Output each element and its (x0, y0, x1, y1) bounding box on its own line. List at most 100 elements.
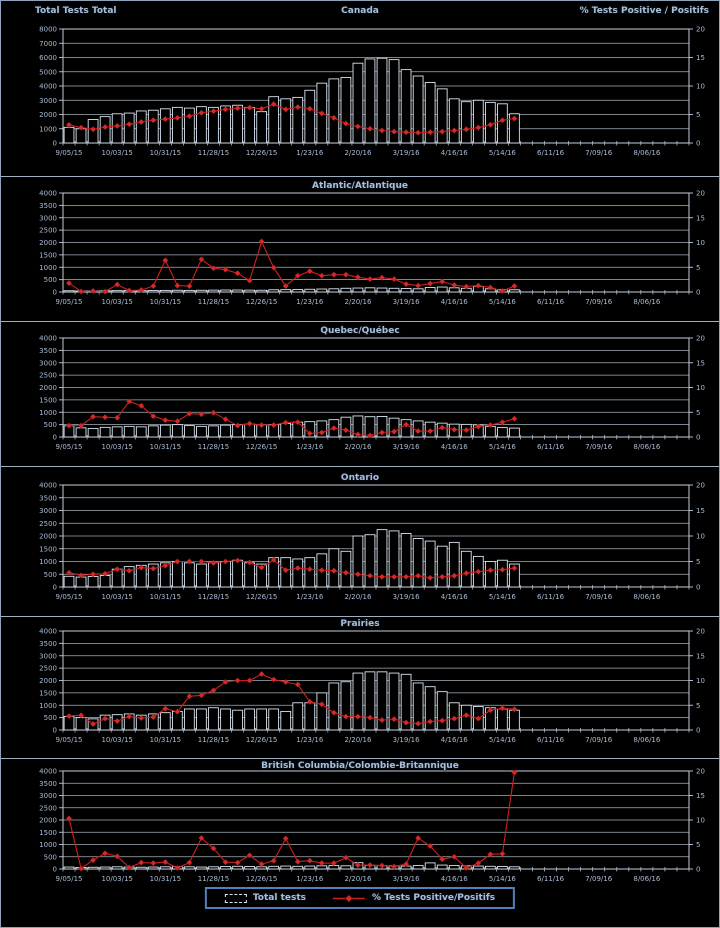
svg-text:11/28/15: 11/28/15 (198, 149, 229, 157)
svg-text:3500: 3500 (39, 347, 57, 355)
svg-text:6000: 6000 (39, 54, 57, 62)
svg-text:2500: 2500 (39, 372, 57, 380)
svg-text:9/05/15: 9/05/15 (56, 443, 83, 451)
svg-text:4/16/16: 4/16/16 (441, 443, 469, 451)
atlantic-chart: 0 500 1000 1500 2000 2500 3000 3500 4000 0 5 10 15 20… (39, 190, 705, 307)
svg-text:9/05/15: 9/05/15 (56, 298, 83, 306)
svg-text:5/14/16: 5/14/16 (489, 443, 517, 451)
chart-panel-atlantic: Atlantic/Atlantique 0 500 1000 1500 2000 2500… (1, 177, 719, 322)
svg-text:5/14/16: 5/14/16 (489, 149, 517, 157)
right-axis-title: % Tests Positive / Positifs (579, 6, 709, 16)
svg-text:10/31/15: 10/31/15 (150, 593, 181, 601)
legend-item-total-tests: Total tests (224, 893, 307, 903)
svg-text:3500: 3500 (39, 202, 57, 210)
svg-text:2/20/16: 2/20/16 (344, 593, 372, 601)
svg-text:0: 0 (53, 289, 57, 297)
svg-text:3000: 3000 (39, 507, 57, 515)
svg-text:12/26/15: 12/26/15 (246, 149, 277, 157)
svg-text:7/09/16: 7/09/16 (585, 736, 613, 744)
svg-text:8/06/16: 8/06/16 (633, 875, 661, 883)
svg-text:2/20/16: 2/20/16 (344, 298, 372, 306)
bar-swatch-icon (224, 893, 247, 903)
svg-text:15: 15 (696, 359, 705, 367)
chart-panel-ontario: Ontario 0 500 1000 1500 2000 2500 3000 3500 4000… (1, 467, 719, 617)
svg-text:2500: 2500 (39, 665, 57, 673)
svg-text:7/09/16: 7/09/16 (585, 443, 613, 451)
svg-text:20: 20 (696, 335, 705, 343)
svg-text:5/14/16: 5/14/16 (489, 298, 517, 306)
svg-text:2000: 2000 (39, 817, 57, 825)
svg-text:0: 0 (696, 140, 700, 148)
svg-text:1000: 1000 (39, 264, 57, 272)
british-columbia-chart: 0 500 1000 1500 2000 2500 3000 3500 4000 0 5 10 15 20… (39, 768, 705, 884)
svg-text:6/11/16: 6/11/16 (537, 593, 565, 601)
legend-item-percent-positive: % Tests Positive/Positifs (332, 893, 495, 903)
svg-text:15: 15 (696, 54, 705, 62)
svg-text:0: 0 (53, 584, 57, 592)
quebec-chart: 0 500 1000 1500 2000 2500 3000 3500 4000 0 5 10 15 20… (39, 335, 705, 452)
legend-line-label: % Tests Positive/Positifs (372, 893, 496, 903)
svg-text:8/06/16: 8/06/16 (633, 149, 661, 157)
svg-text:2500: 2500 (39, 520, 57, 528)
svg-text:10/31/15: 10/31/15 (150, 443, 181, 451)
svg-text:10/31/15: 10/31/15 (150, 875, 181, 883)
svg-text:11/28/15: 11/28/15 (198, 593, 229, 601)
svg-text:500: 500 (44, 421, 57, 429)
svg-text:9/05/15: 9/05/15 (56, 149, 83, 157)
svg-text:1000: 1000 (39, 125, 57, 133)
svg-text:5/14/16: 5/14/16 (489, 593, 517, 601)
svg-text:3000: 3000 (39, 652, 57, 660)
svg-text:4000: 4000 (39, 83, 57, 91)
svg-text:7/09/16: 7/09/16 (585, 593, 613, 601)
svg-text:0: 0 (696, 434, 700, 442)
svg-text:10/03/15: 10/03/15 (101, 443, 132, 451)
svg-text:15: 15 (696, 792, 705, 800)
svg-text:5: 5 (696, 558, 700, 566)
svg-text:3/19/16: 3/19/16 (393, 875, 421, 883)
svg-text:1500: 1500 (39, 251, 57, 259)
svg-text:5000: 5000 (39, 68, 57, 76)
svg-text:20: 20 (696, 482, 705, 490)
svg-text:10/03/15: 10/03/15 (101, 875, 132, 883)
svg-text:5: 5 (696, 409, 700, 417)
legend: Total tests % Tests Positive/Positifs (204, 887, 516, 909)
svg-text:2000: 2000 (39, 384, 57, 392)
ontario-chart: 0 500 1000 1500 2000 2500 3000 3500 4000 0 5 10 15 20… (39, 482, 705, 602)
svg-text:4000: 4000 (39, 768, 57, 776)
svg-text:10: 10 (696, 817, 705, 825)
svg-text:0: 0 (53, 727, 57, 735)
svg-text:4000: 4000 (39, 628, 57, 636)
svg-text:10: 10 (696, 533, 705, 541)
svg-text:6/11/16: 6/11/16 (537, 736, 565, 744)
svg-text:12/26/15: 12/26/15 (246, 875, 277, 883)
svg-text:5: 5 (696, 841, 700, 849)
canada-chart: 0 1000 2000 3000 4000 5000 6000 7000 8000 0 5 10 15 2… (39, 26, 705, 158)
svg-text:500: 500 (44, 714, 57, 722)
svg-text:9/05/15: 9/05/15 (56, 736, 83, 744)
svg-text:9/05/15: 9/05/15 (56, 593, 83, 601)
svg-text:2/20/16: 2/20/16 (344, 149, 372, 157)
svg-text:10: 10 (696, 677, 705, 685)
svg-text:1000: 1000 (39, 841, 57, 849)
svg-text:4000: 4000 (39, 190, 57, 198)
svg-text:2000: 2000 (39, 677, 57, 685)
line-swatch-icon (333, 894, 366, 902)
svg-text:5: 5 (696, 111, 700, 119)
svg-text:0: 0 (696, 289, 700, 297)
svg-text:0: 0 (696, 866, 700, 874)
svg-text:5: 5 (696, 702, 700, 710)
svg-text:8000: 8000 (39, 26, 57, 34)
svg-text:7000: 7000 (39, 40, 57, 48)
svg-text:11/28/15: 11/28/15 (198, 298, 229, 306)
chart-panel-canada: Total Tests Total Canada % Tests Positiv… (1, 1, 719, 177)
svg-text:10/03/15: 10/03/15 (101, 149, 132, 157)
legend-bar-label: Total tests (252, 893, 307, 903)
svg-text:4000: 4000 (39, 335, 57, 343)
svg-text:1500: 1500 (39, 689, 57, 697)
svg-text:11/28/15: 11/28/15 (198, 443, 229, 451)
svg-text:1000: 1000 (39, 409, 57, 417)
svg-text:10/31/15: 10/31/15 (150, 736, 181, 744)
svg-text:1/23/16: 1/23/16 (296, 149, 324, 157)
svg-text:3/19/16: 3/19/16 (393, 736, 421, 744)
